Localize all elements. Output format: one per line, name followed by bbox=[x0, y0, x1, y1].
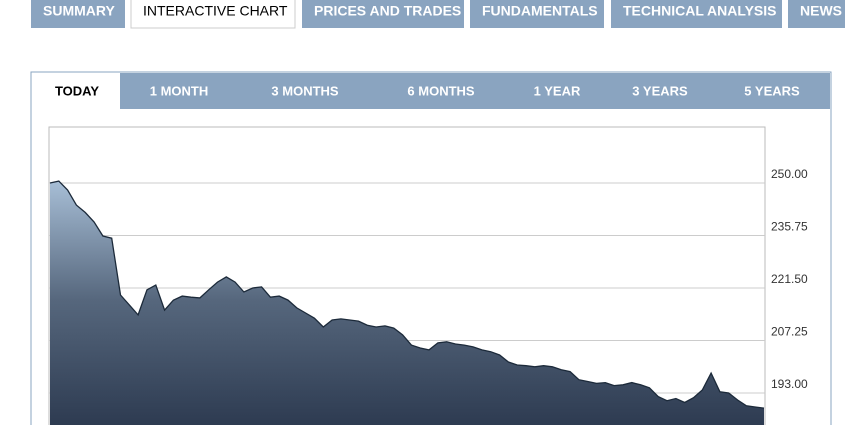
tab-label[interactable]: PRICES AND TRADES bbox=[314, 3, 461, 19]
range-tab-label[interactable]: 6 MONTHS bbox=[407, 83, 475, 98]
y-tick-label: 207.25 bbox=[771, 325, 808, 339]
range-bar bbox=[32, 73, 830, 109]
y-tick-label: 193.00 bbox=[771, 377, 808, 391]
area-line bbox=[49, 180, 765, 409]
range-tab-label[interactable]: TODAY bbox=[55, 83, 99, 98]
tab[interactable] bbox=[470, 0, 604, 28]
tab-label[interactable]: FUNDAMENTALS bbox=[482, 3, 598, 19]
tab[interactable] bbox=[611, 0, 782, 28]
range-tab-label[interactable]: 1 MONTH bbox=[150, 83, 209, 98]
tab[interactable] bbox=[788, 0, 845, 28]
tab-label[interactable]: NEWS A bbox=[800, 3, 845, 19]
tab-label[interactable]: INTERACTIVE CHART bbox=[143, 3, 288, 19]
range-tab[interactable] bbox=[32, 73, 120, 110]
tab-label[interactable]: SUMMARY bbox=[43, 3, 115, 19]
range-tab-label[interactable]: 3 YEARS bbox=[632, 83, 688, 98]
y-tick-label: 221.50 bbox=[771, 272, 808, 286]
y-tick-label: 235.75 bbox=[771, 220, 808, 234]
tab[interactable] bbox=[302, 0, 464, 28]
range-tab-label[interactable]: 5 YEARS bbox=[744, 83, 800, 98]
tab[interactable] bbox=[130, 0, 296, 29]
range-tab-label[interactable]: 3 MONTHS bbox=[271, 83, 339, 98]
area-fill bbox=[50, 181, 764, 425]
tab-label[interactable]: TECHNICAL ANALYSIS bbox=[623, 3, 777, 19]
tab[interactable] bbox=[31, 0, 125, 28]
y-tick-label: 250.00 bbox=[771, 167, 808, 181]
range-tab-label[interactable]: 1 YEAR bbox=[534, 83, 581, 98]
